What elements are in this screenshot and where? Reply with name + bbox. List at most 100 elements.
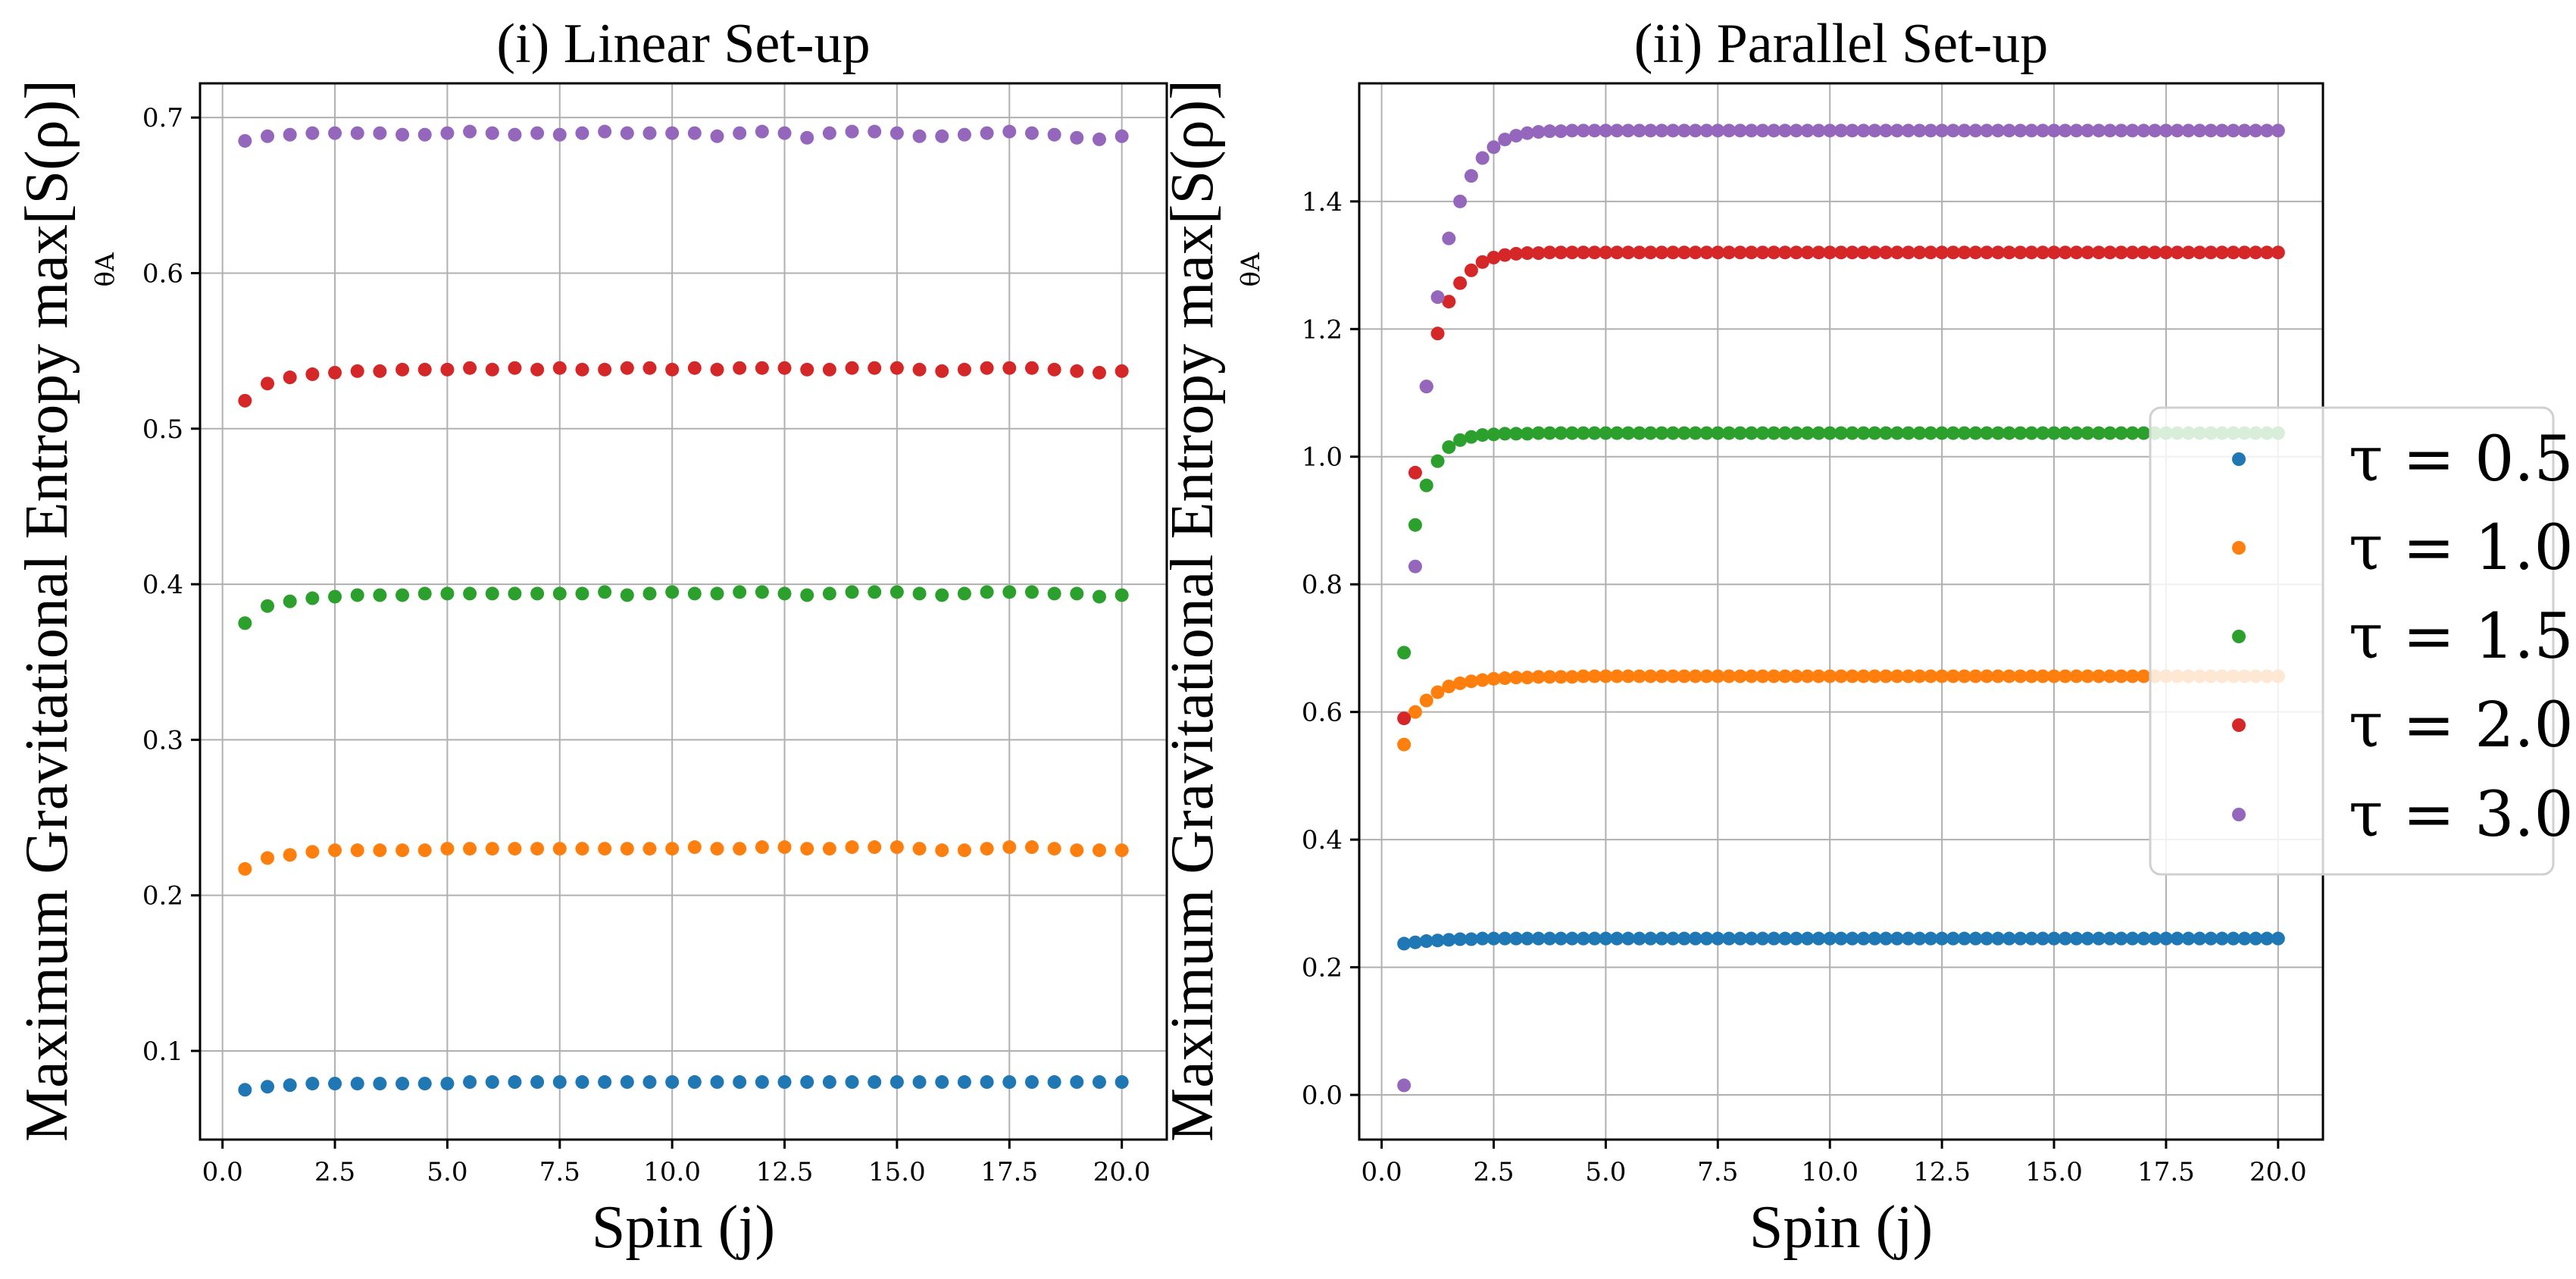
data-point — [2092, 245, 2106, 260]
data-point — [2170, 245, 2184, 260]
data-point — [1509, 129, 1524, 143]
data-point — [552, 127, 567, 142]
data-point — [1924, 669, 1938, 683]
chart-title: (ii) Parallel Set-up — [1634, 13, 2049, 75]
data-point — [777, 126, 792, 140]
y-tick-label: 0.5 — [142, 414, 183, 445]
data-point — [305, 845, 320, 859]
data-point — [1475, 931, 1490, 946]
data-point — [1576, 931, 1590, 946]
data-point — [755, 1075, 769, 1090]
data-point — [1655, 245, 1669, 260]
data-point — [2080, 669, 2095, 683]
data-point — [800, 130, 814, 145]
data-point — [1666, 245, 1680, 260]
data-point — [328, 126, 342, 140]
data-point — [1957, 931, 1971, 946]
y-tick-label: 0.0 — [1302, 1080, 1343, 1111]
data-point — [2148, 931, 2162, 946]
data-point — [1957, 669, 1971, 683]
y-axis-label-subscript: θA — [90, 252, 120, 286]
data-point — [2148, 124, 2162, 138]
data-point — [1643, 426, 1658, 440]
data-point — [1509, 931, 1524, 946]
data-point — [1419, 934, 1433, 949]
data-point — [575, 1075, 589, 1090]
data-point — [2114, 669, 2128, 683]
data-point — [2024, 931, 2039, 946]
data-point — [1487, 250, 1501, 264]
data-point — [305, 1077, 320, 1091]
data-point — [552, 842, 567, 856]
data-point — [845, 124, 859, 139]
data-point — [1114, 364, 1129, 378]
data-point — [1610, 669, 1624, 683]
data-point — [2102, 931, 2117, 946]
data-point — [1800, 124, 1815, 138]
data-point — [1991, 426, 2005, 440]
data-point — [1699, 931, 1714, 946]
series-1.5 — [1397, 426, 2285, 660]
data-point — [1789, 124, 1803, 138]
data-point — [283, 371, 297, 385]
data-point — [1554, 245, 1568, 260]
data-point — [2092, 124, 2106, 138]
data-point — [575, 362, 589, 377]
scatter-points — [238, 124, 1129, 1097]
data-point — [1755, 426, 1770, 440]
series-3.0 — [1397, 124, 2285, 1093]
data-point — [2002, 931, 2016, 946]
data-point — [1632, 245, 1646, 260]
legend-marker — [2232, 541, 2246, 555]
data-point — [1002, 840, 1017, 855]
data-point — [710, 586, 724, 601]
data-point — [755, 840, 769, 855]
data-point — [1092, 365, 1106, 380]
panel-parallel-setup: 0.0 2.5 5.0 7.5 10.0 12.5 15.0 17.5 20.0 0.00.20… — [1159, 13, 2324, 1261]
data-point — [665, 1075, 680, 1090]
data-point — [1655, 669, 1669, 683]
data-point — [957, 362, 971, 377]
data-point — [1688, 124, 1702, 138]
data-point — [845, 361, 859, 375]
data-point — [1047, 586, 1061, 601]
data-point — [1688, 426, 1702, 440]
data-point — [1946, 124, 1960, 138]
data-point — [2125, 931, 2140, 946]
data-point — [1024, 840, 1039, 855]
data-point — [2013, 669, 2027, 683]
data-point — [777, 1075, 792, 1090]
data-point — [2036, 669, 2050, 683]
data-point — [2193, 124, 2207, 138]
y-axis-ticks: 0.1 0.2 0.3 0.4 0.5 0.6 0.7 — [142, 103, 200, 1067]
series-2.0 — [238, 361, 1129, 408]
data-point — [1543, 670, 1557, 684]
data-point — [1744, 124, 1758, 138]
data-point — [2047, 245, 2062, 260]
data-point — [2204, 931, 2218, 946]
data-point — [261, 599, 275, 613]
data-point — [755, 585, 769, 599]
plot-area-frame — [199, 82, 1168, 1141]
data-point — [755, 124, 769, 139]
data-point — [777, 840, 792, 855]
data-point — [2137, 124, 2151, 138]
data-point — [800, 362, 814, 377]
data-point — [1531, 931, 1546, 946]
data-point — [1980, 426, 1994, 440]
data-point — [261, 851, 275, 865]
legend-marker — [2232, 718, 2246, 732]
data-point — [822, 842, 836, 856]
data-point — [1789, 426, 1803, 440]
data-point — [1912, 245, 1927, 260]
data-point — [1397, 937, 1411, 951]
data-point — [1531, 426, 1546, 440]
data-point — [710, 1075, 724, 1090]
data-point — [261, 377, 275, 391]
data-point — [980, 1075, 994, 1090]
data-point — [1002, 361, 1017, 375]
data-point — [642, 842, 657, 856]
data-point — [2260, 931, 2274, 946]
data-point — [1699, 669, 1714, 683]
